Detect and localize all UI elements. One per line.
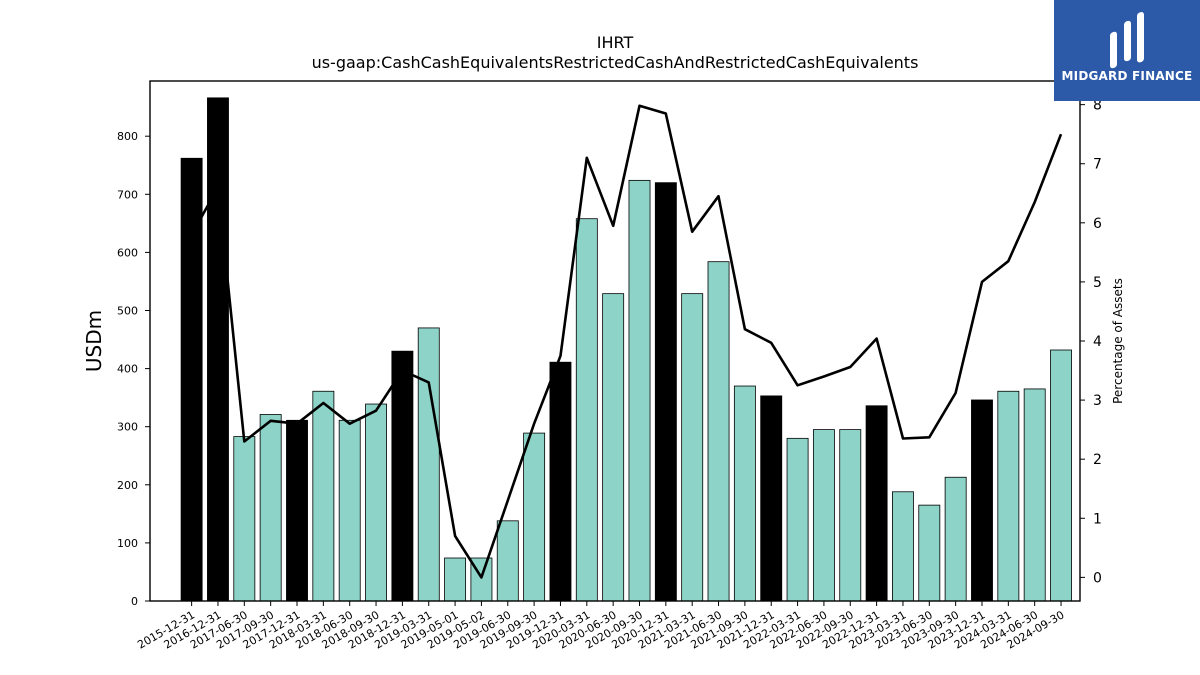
chart-subtitle: us-gaap:CashCashEquivalentsRestrictedCas… bbox=[311, 53, 919, 72]
y-tick-label: 700 bbox=[117, 188, 138, 201]
bar-2021-06-30 bbox=[707, 261, 730, 602]
y2-tick-label: 3 bbox=[1093, 393, 1102, 409]
bar-2021-12-31 bbox=[760, 395, 783, 602]
y-tick-label: 100 bbox=[117, 537, 138, 550]
chart-title: IHRT bbox=[596, 33, 634, 52]
y2-tick-label: 0 bbox=[1093, 570, 1102, 586]
y2-tick-label: 6 bbox=[1093, 216, 1102, 232]
y-tick-label: 200 bbox=[117, 479, 138, 492]
bar-2024-03-31 bbox=[997, 390, 1020, 602]
bar-2020-06-30 bbox=[602, 293, 625, 602]
bar-2019-05-01 bbox=[444, 557, 467, 602]
bar-2017-06-30 bbox=[233, 436, 256, 602]
y2-tick-label: 1 bbox=[1093, 511, 1102, 527]
bar-2015-12-31 bbox=[180, 157, 203, 602]
bar-2017-12-31 bbox=[286, 419, 308, 602]
bar-2024-06-30 bbox=[1023, 388, 1046, 602]
midgard-logo-icon bbox=[1110, 12, 1144, 69]
y-tick-label: 400 bbox=[117, 363, 138, 376]
bar-2022-03-31 bbox=[786, 437, 809, 602]
y-tick-label: 300 bbox=[117, 421, 138, 434]
bar-2024-09-30 bbox=[1050, 349, 1072, 602]
bar-2019-12-31 bbox=[549, 361, 572, 602]
bar-2019-06-30 bbox=[496, 520, 519, 602]
bar-2023-12-31 bbox=[971, 399, 993, 602]
bar-2018-12-31 bbox=[391, 350, 414, 602]
y-tick-label: 600 bbox=[117, 246, 138, 259]
bar-2018-03-31 bbox=[312, 390, 335, 602]
bar-2021-09-30 bbox=[733, 385, 756, 602]
bar-2020-12-31 bbox=[654, 182, 677, 602]
bar-2022-06-30 bbox=[812, 429, 835, 602]
logo-text: MIDGARD FINANCE bbox=[1061, 69, 1193, 83]
bar-2022-09-30 bbox=[839, 429, 862, 602]
y2-tick-label: 7 bbox=[1093, 157, 1102, 173]
y2-axis-label: Percentage of Assets bbox=[1111, 278, 1125, 404]
y-axis-label: USDm bbox=[82, 310, 106, 372]
bar-2023-09-30 bbox=[944, 476, 967, 602]
bar-2018-09-30 bbox=[365, 403, 387, 602]
y2-tick-label: 5 bbox=[1093, 275, 1102, 291]
bar-2016-12-31 bbox=[207, 97, 229, 602]
bar-2018-06-30 bbox=[338, 419, 361, 602]
bar-2019-03-31 bbox=[417, 327, 440, 602]
percentage-line bbox=[190, 104, 1063, 579]
brand-logo: MIDGARD FINANCE bbox=[1054, 0, 1200, 101]
bar-2020-03-31 bbox=[575, 218, 598, 602]
y-tick-label: 800 bbox=[117, 130, 138, 143]
bar-2020-09-30 bbox=[628, 179, 651, 602]
bar-2021-03-31 bbox=[681, 293, 704, 602]
y2-tick-label: 4 bbox=[1093, 334, 1102, 350]
y2-tick-label: 2 bbox=[1093, 452, 1102, 468]
bar-2022-12-31 bbox=[865, 405, 888, 602]
bar-2023-03-31 bbox=[892, 491, 914, 602]
bar-2023-06-30 bbox=[918, 504, 941, 602]
bar-2019-09-30 bbox=[523, 432, 546, 602]
bar-2017-09-30 bbox=[259, 414, 282, 602]
y-tick-label: 500 bbox=[117, 304, 138, 317]
y2-tick-label: 8 bbox=[1093, 98, 1102, 114]
y-tick-label: 0 bbox=[131, 595, 138, 608]
